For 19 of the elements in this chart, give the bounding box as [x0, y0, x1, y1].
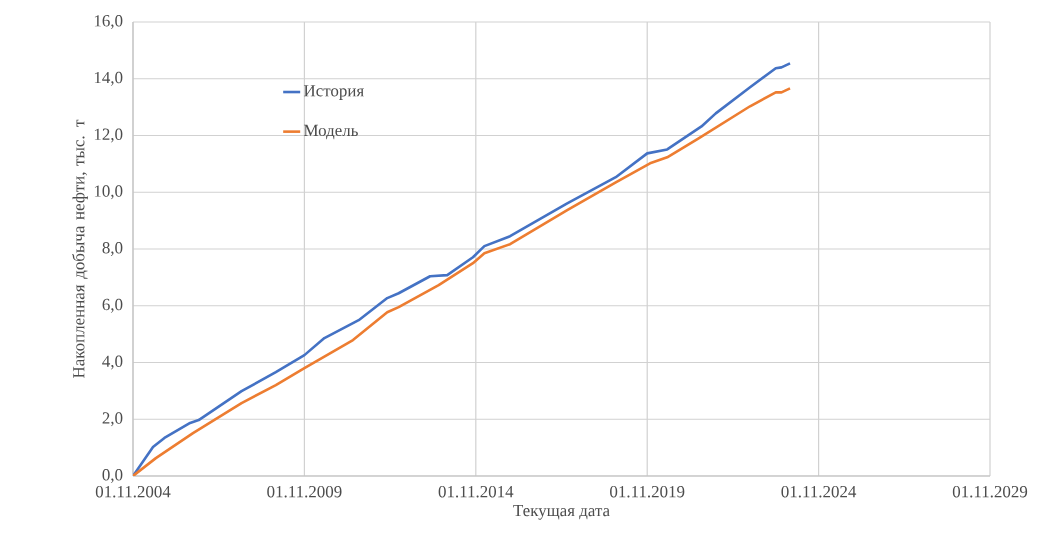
y-tick-label: 12,0	[94, 128, 123, 143]
y-tick-label: 8,0	[102, 242, 123, 256]
y-axis-title: Накопленная добыча нефти, тыс. т	[72, 119, 88, 378]
legend-label: История	[303, 85, 364, 100]
x-tick-label: 01.11.2024	[781, 485, 857, 498]
y-tick-label: 14,0	[94, 71, 123, 86]
x-tick-label: 01.11.2029	[952, 485, 1028, 498]
x-tick-label: 01.11.2009	[267, 485, 342, 498]
y-tick-label: 6,0	[102, 298, 123, 313]
y-tick-label: 4,0	[102, 355, 123, 370]
x-tick-label: 01.11.2014	[438, 485, 514, 498]
y-tick-label: 10,0	[94, 185, 123, 200]
x-tick-label: 01.11.2004	[95, 485, 171, 498]
y-tick-label: 2,0	[102, 412, 123, 427]
x-axis-title: Текущая дата	[513, 504, 610, 520]
legend-label: Модель	[303, 124, 358, 140]
y-tick-label: 16,0	[94, 15, 123, 29]
y-tick-label: 0,0	[102, 469, 123, 483]
x-tick-label: 01.11.2019	[610, 485, 685, 498]
